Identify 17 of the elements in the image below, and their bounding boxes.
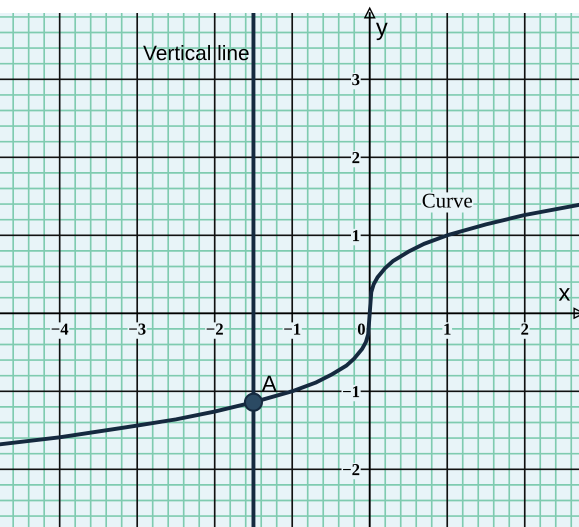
ref-line-label: Vertical line <box>143 44 249 60</box>
y-tick-label: −1 <box>343 386 360 398</box>
x-tick-label: −2 <box>206 324 223 335</box>
x-tick-label: 1 <box>444 324 451 335</box>
y-tick-label: −2 <box>343 464 360 476</box>
x-tick-label: −3 <box>129 324 146 335</box>
x-tick-label: 0 <box>358 323 365 335</box>
x-tick-label: −4 <box>52 324 68 335</box>
y-tick-label: 2 <box>352 152 360 164</box>
y-tick-label: 1 <box>353 230 360 242</box>
x-tick-label: −1 <box>284 324 300 335</box>
y-axis-title: y <box>376 22 388 40</box>
x-axis-title: x <box>558 288 570 301</box>
series-label: A <box>262 376 277 392</box>
series-label: Curve <box>422 194 472 208</box>
y-tick-label: 3 <box>352 74 360 86</box>
x-tick-label: 2 <box>521 324 528 335</box>
